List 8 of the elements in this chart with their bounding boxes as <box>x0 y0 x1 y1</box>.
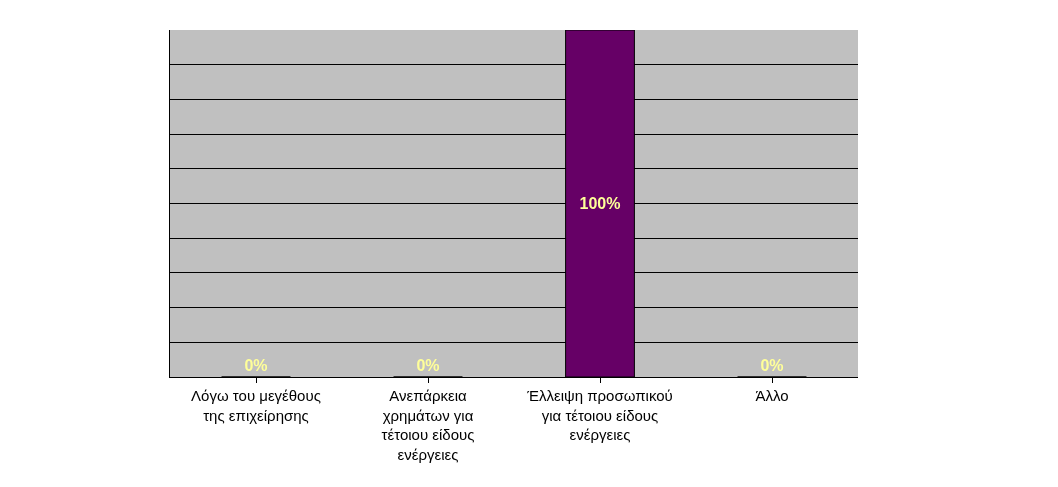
x-tick-label: Άλλο <box>755 387 789 404</box>
x-tick-label: Λόγω του μεγέθους της επιχείρησης <box>191 387 321 424</box>
data-label: 0% <box>416 357 440 374</box>
x-tick-label: Ανεπάρκεια χρημάτων για τέτοιου είδους ενέργειες <box>381 387 475 463</box>
data-label: 100% <box>579 195 621 212</box>
data-label: 0% <box>244 357 268 374</box>
data-label: 0% <box>760 357 784 374</box>
x-tick-label: Έλλειψη προσωπικού για τέτοιου είδους ενέργειες <box>526 387 673 443</box>
